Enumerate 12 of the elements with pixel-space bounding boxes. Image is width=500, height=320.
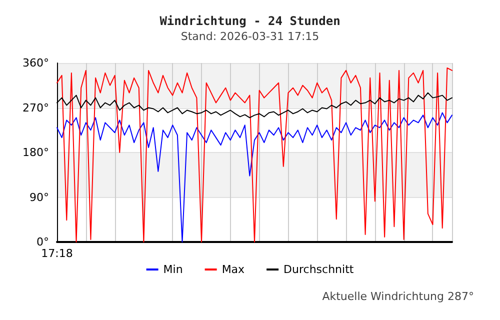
legend-label: Max <box>222 263 246 276</box>
y-tick-label: 90° <box>30 190 49 204</box>
y-tick-label: 270° <box>22 101 49 114</box>
x-tick-label: 17:18 <box>41 247 73 260</box>
chart-title: Windrichtung - 24 Stunden <box>160 14 340 28</box>
text: Aktuelle Windrichtung 287° <box>322 290 474 303</box>
legend-label: Min <box>163 263 183 276</box>
legend-label: Durchschnitt <box>284 263 354 276</box>
y-tick-label: 180° <box>22 146 49 159</box>
chart-subtitle: Stand: 2026-03-31 17:15 <box>180 30 320 43</box>
y-tick-label: 0° <box>36 236 49 248</box>
y-tick-label: 360° <box>22 56 49 70</box>
